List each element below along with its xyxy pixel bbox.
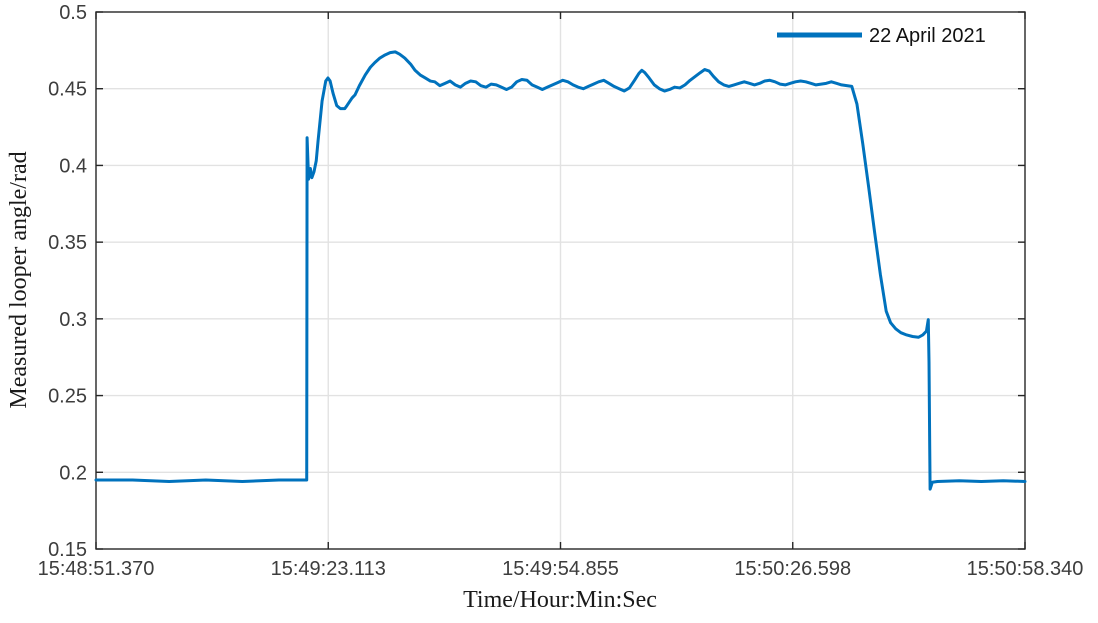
legend: 22 April 2021: [777, 25, 986, 47]
x-tick-label: 15:50:58.340: [967, 558, 1084, 580]
series-layer: [94, 50, 1027, 491]
y-tick-label: 0.15: [48, 539, 87, 561]
grid-layer: [96, 12, 1025, 549]
y-tick-label: 0.3: [59, 309, 87, 331]
y-tick-label: 0.2: [59, 462, 87, 484]
y-tick-label: 0.35: [48, 232, 87, 254]
y-tick-label: 0.5: [59, 2, 87, 24]
x-axis-label: Time/Hour:Min:Sec: [463, 587, 657, 613]
x-tick-label: 15:49:23.113: [271, 558, 386, 580]
y-tick-label: 0.45: [48, 79, 87, 101]
y-tick-label: 0.4: [59, 155, 87, 177]
axes-layer: [95, 11, 1026, 550]
y-axis-label: Measured looper angle/rad: [6, 151, 32, 408]
y-tick-label: 0.25: [48, 386, 87, 408]
x-tick-label: 15:50:26.598: [734, 558, 851, 580]
x-tick-label: 15:48:51.370: [38, 558, 155, 580]
x-tick-label: 15:49:54.855: [502, 558, 619, 580]
legend-entry-label: 22 April 2021: [869, 25, 986, 47]
data-line-22-april-2021: [94, 50, 1027, 491]
tick-label-layer: 15:48:51.370 15:49:23.113 15:49:54.855 15:5…: [38, 2, 1084, 580]
